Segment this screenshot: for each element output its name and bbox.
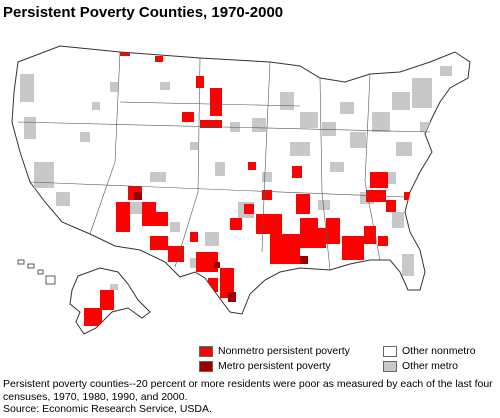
footnote: Persistent poverty counties--20 percent …: [3, 378, 493, 403]
state-boundaries: [17, 51, 431, 271]
alaska-inset: [69, 267, 151, 335]
contiguous-us: [11, 45, 471, 315]
legend-label: Metro persistent poverty: [218, 360, 331, 372]
us-county-map: [11, 45, 471, 335]
nonmetro-persistent-swatch: [199, 345, 213, 357]
metro-persistent-poverty: [134, 192, 308, 302]
legend-label: Nonmetro persistent poverty: [218, 345, 350, 357]
legend-label: Other nonmetro: [402, 345, 476, 357]
map-title: Persistent Poverty Counties, 1970-2000: [3, 4, 284, 21]
metro-persistent-swatch: [199, 360, 213, 372]
hawaii-inset: [17, 259, 56, 285]
legend-metro-persistent-poverty: Metro persistent poverty: [199, 360, 331, 372]
legend-label: Other metro: [402, 360, 459, 372]
source-note: Source: Economic Research Service, USDA.: [3, 403, 212, 415]
legend-other-nonmetro: Other nonmetro: [383, 345, 476, 357]
legend-other-metro: Other metro: [383, 360, 458, 372]
other-metro-swatch: [383, 360, 397, 372]
legend-nonmetro-persistent-poverty: Nonmetro persistent poverty: [199, 345, 350, 357]
other-nonmetro-swatch: [383, 345, 397, 357]
